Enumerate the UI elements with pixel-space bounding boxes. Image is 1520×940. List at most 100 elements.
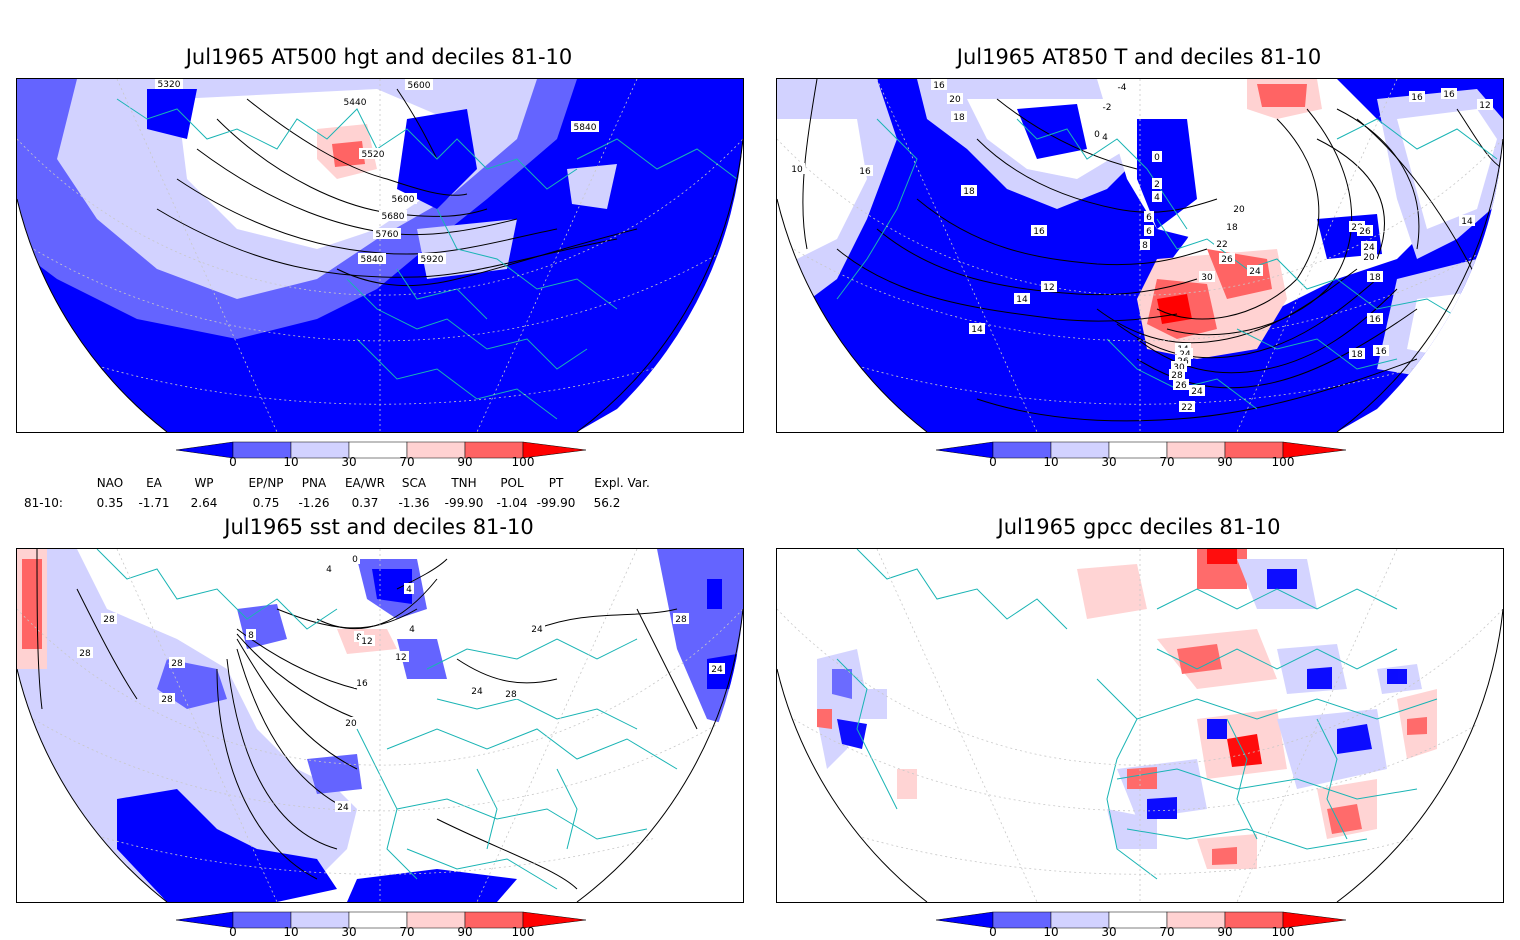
contour-label-bg	[1169, 369, 1185, 380]
colorbar-tick-label: 90	[457, 455, 473, 469]
index-value: -99.90	[444, 496, 484, 510]
index-value: 0.35	[96, 496, 124, 510]
colorbar-tick-label: 90	[457, 925, 473, 939]
contour-label: 20	[1363, 253, 1375, 263]
contour-label: 24	[1191, 387, 1203, 397]
contour-label-bg	[354, 677, 370, 688]
colorbar-segment	[232, 441, 292, 459]
contour-label-bg	[404, 583, 414, 594]
contour-label: 20	[1233, 205, 1245, 215]
contour-label-bg	[1373, 345, 1389, 356]
contour-label: 5600	[392, 195, 415, 205]
contour-label-bg	[1231, 203, 1247, 214]
colorbar-segment	[1108, 911, 1168, 929]
contour-label: 0	[352, 555, 358, 565]
contour-label: 24	[471, 687, 483, 697]
index-value: -1.04	[496, 496, 528, 510]
contour-label: 18	[1226, 223, 1238, 233]
contour-label-bg	[1361, 241, 1377, 252]
contour-label: -2	[1103, 103, 1112, 113]
map-panel-t850: 222018-4-2040246681016181614121414161214…	[776, 78, 1504, 433]
colorbar-segment	[1166, 441, 1226, 459]
contour-label-bg	[405, 79, 433, 90]
contour-label: 22	[1181, 403, 1192, 413]
contour-label-bg	[1171, 361, 1187, 372]
contour-label-bg	[469, 685, 485, 696]
colorbar-tick-label: 0	[229, 925, 237, 939]
contour-label: 26	[1175, 381, 1187, 391]
contour-label: 18	[953, 113, 965, 123]
index-name: PNA	[301, 476, 327, 490]
contour-label: 10	[791, 165, 803, 175]
contour-label: 24	[531, 625, 543, 635]
contour-label-bg	[1477, 99, 1493, 110]
colorbar-arrow-low	[936, 911, 994, 929]
panel-title-t850: Jul1965 AT850 T and deciles 81-10	[956, 45, 1322, 69]
index-value: 56.2	[593, 496, 621, 510]
colorbar-arrow-low	[176, 911, 234, 929]
contour-label-bg	[1144, 211, 1154, 222]
colorbar-tick-label: 30	[341, 925, 357, 939]
contour-label-bg	[77, 647, 93, 658]
index-name: EA	[146, 476, 162, 490]
contour-label-bg	[1441, 88, 1457, 99]
contour-label-bg	[169, 657, 185, 668]
contour-label-bg	[324, 563, 334, 574]
contour-label-bg	[1219, 253, 1235, 264]
contour-label: 5840	[361, 255, 384, 265]
contour-label-bg	[246, 629, 256, 640]
contour-label-bg	[393, 651, 409, 662]
contour-label: 4	[406, 585, 412, 595]
contour-label: 6	[1146, 227, 1152, 237]
contour-label-bg	[379, 210, 407, 221]
contour-label-bg	[1175, 355, 1191, 366]
colorbar-tick-label: 70	[399, 925, 415, 939]
index-name: NAO	[96, 476, 124, 490]
panel-title-sst: Jul1965 sst and deciles 81-10	[224, 515, 534, 539]
contour-label: 30	[1201, 273, 1213, 283]
contour-label: 0	[1094, 130, 1100, 140]
contour-label-bg	[1214, 238, 1230, 249]
indices-values: 81-10: 0.35 -1.71 2.64 0.75 -1.26 0.37 -1.36 -99…	[0, 496, 760, 512]
contour-label: 5440	[344, 98, 367, 108]
contour-label: 28	[1171, 371, 1183, 381]
colorbar-segment	[406, 441, 466, 459]
contour-label: 4	[409, 625, 415, 635]
contour-label-bg	[359, 635, 375, 646]
colorbar-tick-label: 70	[399, 455, 415, 469]
colorbar-sst: 0 10 30 70 90 100	[176, 910, 586, 940]
colorbar-tick-label: 0	[229, 455, 237, 469]
contour-label-bg	[857, 165, 873, 176]
contour-label: 12	[395, 653, 406, 663]
contour-label: -4	[1118, 83, 1127, 93]
index-name: WP	[194, 476, 214, 490]
contour-label-bg	[155, 79, 183, 89]
colorbar-tick-label: 0	[989, 925, 997, 939]
contour-label-bg	[1152, 151, 1162, 162]
colorbar-segment	[1050, 911, 1110, 929]
contour-label-bg	[947, 93, 963, 104]
contour-label: 18	[1351, 350, 1363, 360]
colorbar-tick-label: 0	[989, 455, 997, 469]
contour-label-bg	[1459, 215, 1475, 226]
colorbar-tick-label: 90	[1217, 925, 1233, 939]
colorbar-arrow-high	[1282, 911, 1346, 929]
contour-label-bg	[101, 613, 117, 624]
colorbar-tick-label: 10	[1043, 455, 1059, 469]
colorbar-tick-label: 30	[1101, 925, 1117, 939]
contour-label: 16	[1375, 347, 1387, 357]
contour-label-bg	[1177, 348, 1193, 359]
contour-label: 5680	[382, 212, 405, 222]
contour-label: 20	[949, 95, 961, 105]
contour-label: 12	[1043, 283, 1054, 293]
contour-label-bg	[951, 111, 967, 122]
contour-label: 4	[1154, 193, 1160, 203]
contour-label: 5840	[574, 123, 597, 133]
contour-label-bg	[1099, 101, 1115, 112]
contour-label: 5760	[376, 230, 399, 240]
colorbar-segment	[348, 911, 408, 929]
index-value: 2.64	[190, 496, 218, 510]
colorbar-tick-label: 30	[1101, 455, 1117, 469]
colorbar-arrow-low	[936, 441, 994, 459]
contour-label: 26	[1221, 255, 1233, 265]
